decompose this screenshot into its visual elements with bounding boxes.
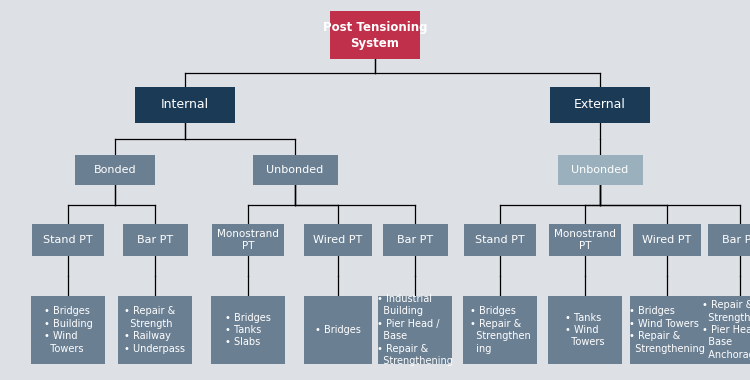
Text: • Bridges
• Wind Towers
• Repair &
  Strengthening: • Bridges • Wind Towers • Repair & Stren… bbox=[629, 306, 705, 354]
FancyBboxPatch shape bbox=[212, 224, 284, 256]
Text: Bar PT: Bar PT bbox=[722, 235, 750, 245]
Text: Wired PT: Wired PT bbox=[642, 235, 692, 245]
FancyBboxPatch shape bbox=[122, 224, 188, 256]
FancyBboxPatch shape bbox=[330, 11, 420, 59]
Text: Post Tensioning
System: Post Tensioning System bbox=[322, 21, 428, 49]
Text: • Tanks
• Wind
  Towers: • Tanks • Wind Towers bbox=[566, 313, 604, 347]
FancyBboxPatch shape bbox=[633, 224, 701, 256]
Text: • Industrial
  Building
• Pier Head /
  Base
• Repair &
  Strengthening: • Industrial Building • Pier Head / Base… bbox=[377, 294, 453, 366]
FancyBboxPatch shape bbox=[32, 224, 104, 256]
Text: • Bridges
• Building
• Wind
  Towers: • Bridges • Building • Wind Towers bbox=[44, 306, 92, 354]
Text: Bar PT: Bar PT bbox=[137, 235, 173, 245]
Text: • Repair &
  Strength
• Railway
• Underpass: • Repair & Strength • Railway • Underpas… bbox=[124, 306, 185, 354]
FancyBboxPatch shape bbox=[557, 155, 643, 185]
FancyBboxPatch shape bbox=[463, 296, 537, 364]
FancyBboxPatch shape bbox=[464, 224, 536, 256]
FancyBboxPatch shape bbox=[304, 296, 372, 364]
FancyBboxPatch shape bbox=[630, 296, 704, 364]
Text: External: External bbox=[574, 98, 626, 111]
Text: Stand PT: Stand PT bbox=[44, 235, 93, 245]
Text: • Bridges
• Tanks
• Slabs: • Bridges • Tanks • Slabs bbox=[225, 313, 271, 347]
Text: Stand PT: Stand PT bbox=[476, 235, 525, 245]
FancyBboxPatch shape bbox=[118, 296, 192, 364]
FancyBboxPatch shape bbox=[253, 155, 338, 185]
FancyBboxPatch shape bbox=[548, 296, 622, 364]
FancyBboxPatch shape bbox=[75, 155, 155, 185]
Text: Wired PT: Wired PT bbox=[314, 235, 363, 245]
Text: • Bridges
• Repair &
  Strengthen
  ing: • Bridges • Repair & Strengthen ing bbox=[470, 306, 530, 354]
Text: Unbonded: Unbonded bbox=[572, 165, 628, 175]
Text: Monostrand
PT: Monostrand PT bbox=[554, 229, 616, 251]
FancyBboxPatch shape bbox=[31, 296, 105, 364]
FancyBboxPatch shape bbox=[703, 296, 750, 364]
Text: Monostrand
PT: Monostrand PT bbox=[217, 229, 279, 251]
Text: • Bridges: • Bridges bbox=[315, 325, 361, 335]
FancyBboxPatch shape bbox=[135, 87, 235, 123]
Text: Bonded: Bonded bbox=[94, 165, 136, 175]
FancyBboxPatch shape bbox=[550, 87, 650, 123]
Text: Bar PT: Bar PT bbox=[397, 235, 433, 245]
FancyBboxPatch shape bbox=[707, 224, 750, 256]
Text: Internal: Internal bbox=[161, 98, 209, 111]
FancyBboxPatch shape bbox=[304, 224, 372, 256]
FancyBboxPatch shape bbox=[382, 224, 448, 256]
FancyBboxPatch shape bbox=[378, 296, 452, 364]
Text: Unbonded: Unbonded bbox=[266, 165, 324, 175]
FancyBboxPatch shape bbox=[211, 296, 285, 364]
Text: • Repair &
  Strengthening
• Pier Head /
  Base
  Anchorage: • Repair & Strengthening • Pier Head / B… bbox=[702, 300, 750, 360]
FancyBboxPatch shape bbox=[549, 224, 621, 256]
